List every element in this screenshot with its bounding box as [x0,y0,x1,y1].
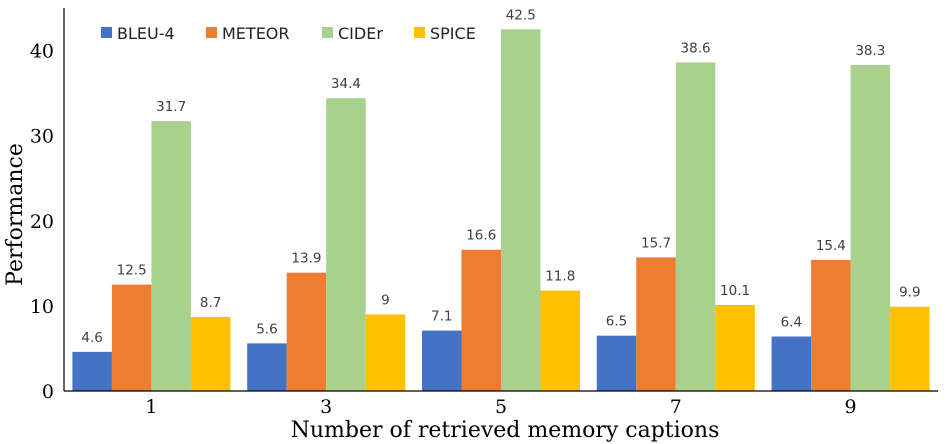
bar-meteor-7 [636,257,676,391]
bar-cider-1 [151,121,191,391]
data-label-bleu-4-5: 7.1 [431,309,452,325]
data-label-meteor-7: 15.7 [641,235,671,251]
bar-bleu-4-7 [596,335,637,391]
x-tick-label: 9 [845,396,857,418]
y-tick-label: 0 [42,381,54,403]
y-tick-label: 30 [30,126,54,148]
x-axis-ticks: 1 3 5 7 9 [145,396,856,418]
data-label-bleu-4-1: 4.6 [81,330,102,346]
data-label-spice-5: 11.8 [545,269,575,285]
bar-bleu-4-1 [72,351,112,391]
data-label-meteor-5: 16.6 [466,228,496,244]
y-tick-label: 40 [30,41,54,63]
bar-cider-9 [850,65,891,392]
bar-cider-7 [675,62,716,391]
legend-swatch-cider [322,27,333,38]
legend-swatch-meteor [206,27,217,38]
data-labels-layer: 4.6 12.5 31.7 8.7 5.6 13.9 34.4 9 7.1 16.6 42.5 11.… [81,7,920,346]
data-label-spice-1: 8.7 [200,295,221,311]
bar-meteor-3 [286,272,327,391]
data-label-cider-9: 38.3 [855,43,885,59]
y-axis-ticks: 0 10 20 30 40 [30,41,54,403]
bar-meteor-5 [461,249,501,391]
legend-label-meteor: METEOR [222,24,290,43]
data-label-bleu-4-7: 6.5 [606,314,627,330]
data-label-meteor-1: 12.5 [117,263,147,279]
bars-layer [72,29,930,392]
data-label-spice-3: 9 [381,292,390,308]
data-label-bleu-4-9: 6.4 [781,315,802,331]
x-axis-title: Number of retrieved memory captions [291,418,720,443]
bar-spice-1 [190,316,231,391]
bar-bleu-4-5 [422,330,462,391]
bar-meteor-9 [811,259,851,391]
legend-label-cider: CIDEr [338,24,383,43]
bar-meteor-1 [111,284,152,391]
data-label-spice-9: 9.9 [899,285,920,301]
bar-bleu-4-9 [771,336,812,391]
bar-bleu-4-3 [247,343,287,391]
legend-swatch-spice [414,27,425,38]
data-label-cider-5: 42.5 [506,7,536,23]
x-tick-label: 7 [670,396,682,418]
data-label-meteor-9: 15.4 [816,238,846,254]
y-tick-label: 20 [30,211,54,233]
data-label-spice-7: 10.1 [720,283,750,299]
data-label-bleu-4-3: 5.6 [256,321,277,337]
data-label-cider-3: 34.4 [331,76,361,92]
y-tick-label: 10 [30,296,54,318]
data-label-cider-7: 38.6 [681,40,711,56]
legend-swatch-bleu-4 [101,27,112,38]
x-tick-label: 3 [320,396,332,418]
data-label-meteor-3: 13.9 [291,251,321,267]
legend-label-spice: SPICE [430,24,476,43]
legend-label-bleu-4: BLEU-4 [117,24,175,43]
bar-spice-7 [715,305,755,391]
bar-cider-3 [326,98,366,391]
x-tick-label: 5 [495,396,507,418]
bar-spice-9 [890,306,930,391]
bar-spice-5 [540,290,580,391]
bar-spice-3 [365,314,406,391]
legend: BLEU-4 METEOR CIDEr SPICE [101,24,476,43]
y-axis-title: Performance [3,143,28,286]
data-label-cider-1: 31.7 [156,99,186,115]
bar-cider-5 [501,29,541,392]
x-tick-label: 1 [145,396,157,418]
